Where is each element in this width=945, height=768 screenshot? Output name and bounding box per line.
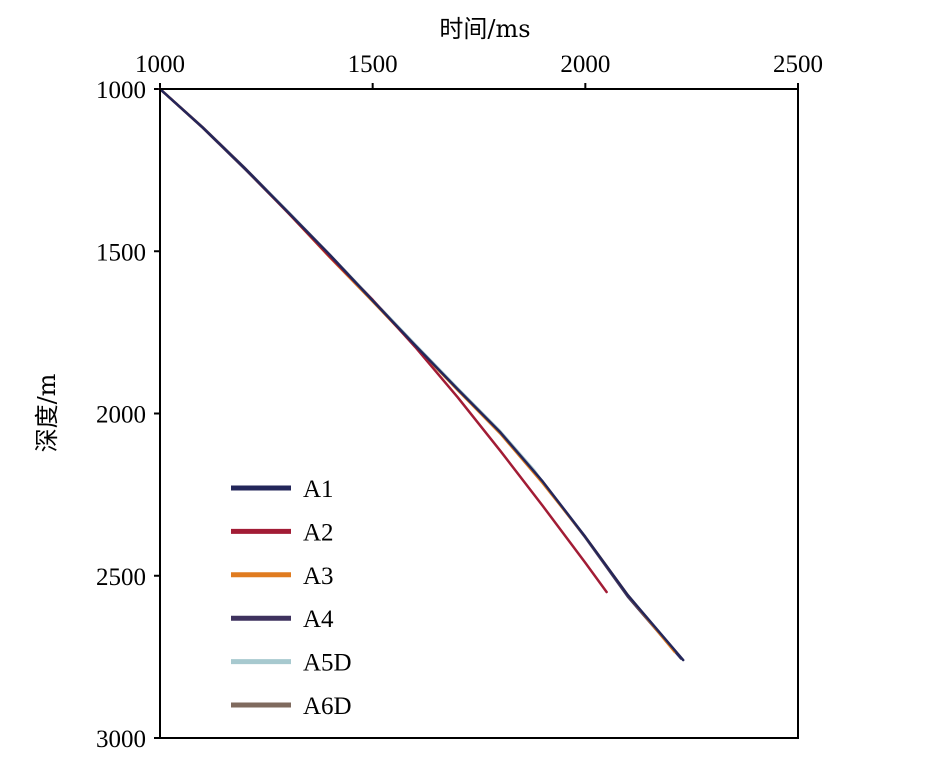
x-axis-title: 时间/ms — [439, 15, 530, 43]
x-tick-label: 1500 — [348, 51, 398, 78]
y-tick-label: 1000 — [96, 77, 146, 104]
series-line-a2 — [158, 87, 608, 594]
legend: A1 A2 A3 A4 A5D A6D — [231, 476, 352, 720]
legend-label-a5d: A5D — [303, 650, 352, 677]
legend-label-a2: A2 — [303, 519, 334, 546]
y-tick-label: 3000 — [96, 726, 146, 753]
y-tick-label: 2500 — [96, 564, 146, 591]
x-tick-label: 2000 — [560, 51, 610, 78]
legend-label-a3: A3 — [303, 563, 334, 590]
x-tick-label: 2500 — [773, 51, 823, 78]
legend-label-a4: A4 — [303, 606, 334, 633]
y-axis-title: 深度/m — [33, 373, 61, 452]
x-tick-label: 1000 — [135, 51, 185, 78]
series-line-a3 — [158, 87, 676, 654]
plot-lines — [158, 87, 685, 662]
series-line-a5d — [158, 87, 553, 496]
axis-ticks: 1000 1500 2000 2500 1000 1500 2000 2500 3000 — [96, 51, 823, 753]
y-tick-label: 1500 — [96, 239, 146, 266]
legend-label-a6d: A6D — [303, 693, 352, 720]
plot-frame — [159, 88, 799, 739]
series-line-a1 — [158, 87, 685, 662]
legend-label-a1: A1 — [303, 476, 334, 503]
y-tick-label: 2000 — [96, 402, 146, 429]
